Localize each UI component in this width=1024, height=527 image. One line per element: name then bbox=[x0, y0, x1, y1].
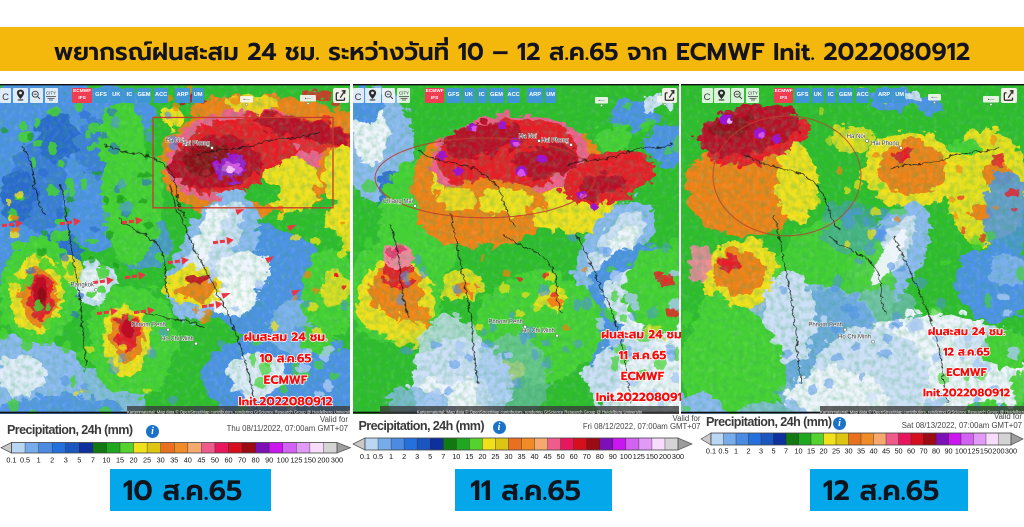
svg-text:0.1: 0.1 bbox=[706, 446, 716, 455]
svg-text:7: 7 bbox=[784, 446, 788, 455]
svg-text:90: 90 bbox=[944, 446, 952, 455]
svg-text:•––: •–– bbox=[305, 96, 312, 101]
svg-text:7: 7 bbox=[441, 452, 445, 461]
svg-text:50: 50 bbox=[211, 455, 219, 464]
svg-text:0.5: 0.5 bbox=[718, 446, 728, 455]
svg-text:15: 15 bbox=[807, 446, 815, 455]
svg-text:3: 3 bbox=[415, 452, 419, 461]
svg-text:35: 35 bbox=[857, 446, 865, 455]
svg-text:200: 200 bbox=[658, 452, 670, 461]
svg-text:Chiang Mai: Chiang Mai bbox=[382, 199, 412, 205]
svg-text:125: 125 bbox=[967, 446, 979, 455]
svg-text:100: 100 bbox=[277, 455, 289, 464]
svg-text:CITY: CITY bbox=[46, 90, 56, 95]
svg-text:125: 125 bbox=[290, 455, 302, 464]
svg-text:25: 25 bbox=[143, 455, 151, 464]
svg-text:Phnom Penh: Phnom Penh bbox=[808, 323, 843, 329]
svg-text:0.5: 0.5 bbox=[20, 455, 30, 464]
svg-text:•––: •–– bbox=[988, 97, 995, 102]
svg-text:1: 1 bbox=[37, 455, 41, 464]
svg-text:100: 100 bbox=[955, 446, 967, 455]
svg-text:0.1: 0.1 bbox=[359, 452, 369, 461]
svg-text:2: 2 bbox=[50, 455, 54, 464]
svg-text:15: 15 bbox=[465, 452, 473, 461]
svg-text:60: 60 bbox=[569, 452, 577, 461]
svg-text:1: 1 bbox=[734, 446, 738, 455]
svg-text:1: 1 bbox=[389, 452, 393, 461]
svg-text:2: 2 bbox=[746, 446, 750, 455]
svg-text:20: 20 bbox=[819, 446, 827, 455]
svg-text:70: 70 bbox=[919, 446, 927, 455]
svg-text:150: 150 bbox=[645, 452, 657, 461]
svg-text:60: 60 bbox=[224, 455, 232, 464]
svg-text:Ha Noi: Ha Noi bbox=[518, 134, 536, 140]
svg-text:5: 5 bbox=[428, 452, 432, 461]
svg-text:40: 40 bbox=[530, 452, 538, 461]
svg-text:10: 10 bbox=[452, 452, 460, 461]
svg-text:0.1: 0.1 bbox=[6, 455, 16, 464]
svg-text:45: 45 bbox=[197, 455, 205, 464]
svg-text:20: 20 bbox=[129, 455, 137, 464]
svg-text:30: 30 bbox=[844, 446, 852, 455]
svg-text:7: 7 bbox=[91, 455, 95, 464]
svg-text:40: 40 bbox=[869, 446, 877, 455]
svg-text:Hai Phong: Hai Phong bbox=[182, 141, 210, 147]
svg-text:100: 100 bbox=[619, 452, 631, 461]
svg-text:125: 125 bbox=[632, 452, 644, 461]
svg-text:30: 30 bbox=[157, 455, 165, 464]
svg-text:•––: •–– bbox=[243, 97, 250, 102]
svg-text:60: 60 bbox=[907, 446, 915, 455]
svg-text:Phnom Penh: Phnom Penh bbox=[131, 323, 166, 329]
svg-text:150: 150 bbox=[304, 455, 316, 464]
svg-text:Ha Noi: Ha Noi bbox=[166, 138, 184, 144]
svg-text:3: 3 bbox=[759, 446, 763, 455]
svg-text:10: 10 bbox=[102, 455, 110, 464]
svg-text:CITY: CITY bbox=[747, 90, 757, 95]
svg-text:Ho Chi Minh: Ho Chi Minh bbox=[522, 329, 555, 335]
svg-text:80: 80 bbox=[595, 452, 603, 461]
svg-text:Phnom Penh: Phnom Penh bbox=[488, 320, 523, 326]
svg-text:50: 50 bbox=[894, 446, 902, 455]
svg-text:40: 40 bbox=[184, 455, 192, 464]
svg-text:90: 90 bbox=[608, 452, 616, 461]
svg-text:70: 70 bbox=[238, 455, 246, 464]
svg-text:30: 30 bbox=[504, 452, 512, 461]
svg-text:3: 3 bbox=[64, 455, 68, 464]
svg-text:35: 35 bbox=[517, 452, 525, 461]
svg-text:Ha Noi: Ha Noi bbox=[847, 134, 865, 140]
svg-text:0.5: 0.5 bbox=[372, 452, 382, 461]
svg-text:80: 80 bbox=[252, 455, 260, 464]
svg-text:300: 300 bbox=[671, 452, 683, 461]
svg-text:Bangkok: Bangkok bbox=[71, 283, 94, 289]
svg-text:200: 200 bbox=[992, 446, 1004, 455]
svg-text:200: 200 bbox=[317, 455, 329, 464]
svg-text:25: 25 bbox=[832, 446, 840, 455]
svg-text:50: 50 bbox=[556, 452, 564, 461]
svg-text:10: 10 bbox=[794, 446, 802, 455]
svg-text:Ho Chi Minh: Ho Chi Minh bbox=[161, 337, 194, 343]
svg-text:300: 300 bbox=[1005, 446, 1017, 455]
svg-text:15: 15 bbox=[116, 455, 124, 464]
svg-text:20: 20 bbox=[478, 452, 486, 461]
svg-text:90: 90 bbox=[265, 455, 273, 464]
svg-text:Hai Phong: Hai Phong bbox=[541, 138, 569, 144]
svg-text:45: 45 bbox=[543, 452, 551, 461]
svg-text:2: 2 bbox=[402, 452, 406, 461]
svg-text:CITY: CITY bbox=[398, 90, 408, 95]
svg-text:5: 5 bbox=[771, 446, 775, 455]
svg-text:5: 5 bbox=[77, 455, 81, 464]
svg-text:150: 150 bbox=[980, 446, 992, 455]
svg-text:Hai Phong: Hai Phong bbox=[871, 141, 899, 147]
svg-text:300: 300 bbox=[331, 455, 343, 464]
svg-text:35: 35 bbox=[170, 455, 178, 464]
svg-text:45: 45 bbox=[882, 446, 890, 455]
svg-text:25: 25 bbox=[491, 452, 499, 461]
svg-text:80: 80 bbox=[932, 446, 940, 455]
svg-text:70: 70 bbox=[582, 452, 590, 461]
svg-text:•––: •–– bbox=[931, 95, 938, 100]
svg-text:•––: •–– bbox=[598, 98, 605, 103]
svg-text:Ho Chi Minh: Ho Chi Minh bbox=[838, 335, 871, 341]
